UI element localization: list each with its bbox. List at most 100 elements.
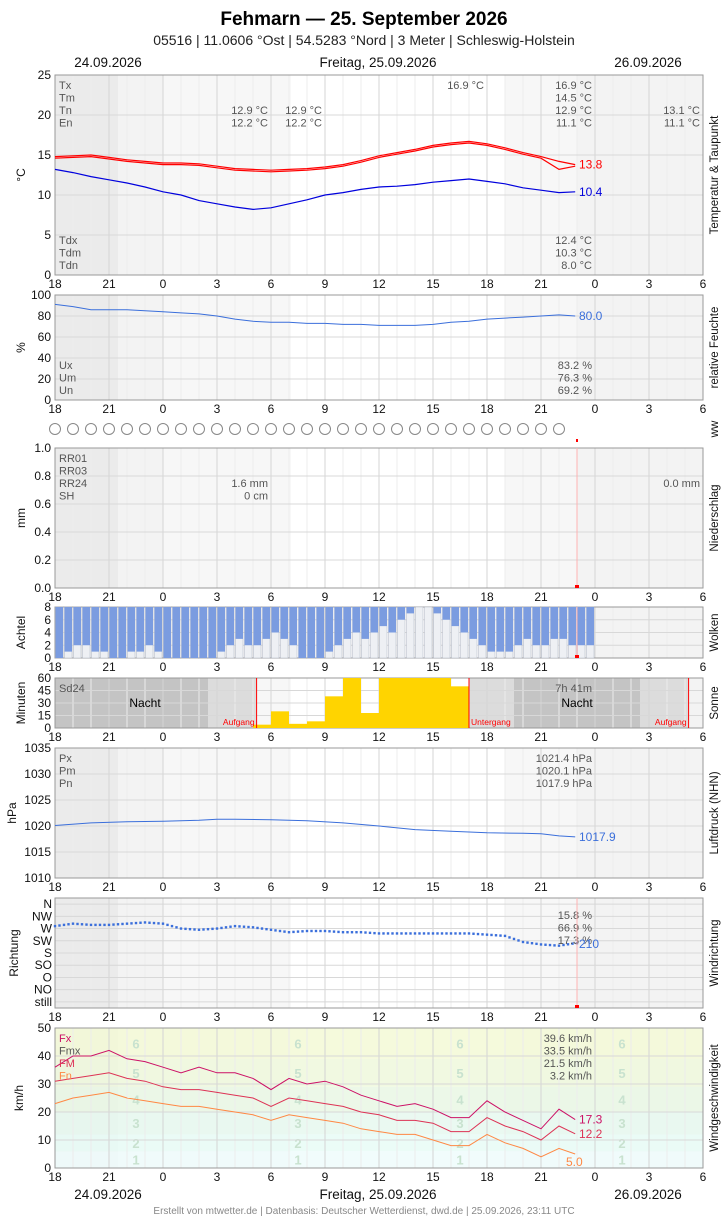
next-day-value: 13.1 °C: [663, 105, 700, 117]
wind-direction-point: [260, 927, 264, 930]
cloud-bar: [55, 607, 63, 658]
cloud-bar: [163, 607, 171, 658]
stat-max-value: 16.9 °C: [447, 80, 484, 92]
x-tick-label: 12: [372, 730, 386, 744]
cloud-bar: [379, 607, 387, 627]
x-tick-label: 3: [214, 402, 221, 416]
weather-code-circle: [517, 423, 529, 435]
x-tick-label: 9: [322, 1010, 329, 1024]
weather-code-circle: [553, 423, 565, 435]
wind-direction-point: [377, 932, 381, 935]
y-tick-label: 0.4: [34, 525, 51, 539]
y-axis-label: mm: [14, 508, 28, 528]
night-shading: [163, 448, 291, 588]
stat-value: 15.8 %: [558, 910, 592, 922]
night-shading: [163, 748, 291, 878]
x-tick-label: 0: [160, 880, 167, 894]
date-center: Freitag, 25.09.2026: [319, 55, 436, 70]
wind-direction-point: [76, 922, 79, 926]
sunshine-bar: [343, 678, 361, 728]
cloud-bar: [370, 607, 378, 633]
wind-direction-point: [220, 926, 223, 930]
cloud-bar: [442, 607, 450, 620]
wind-direction-point: [94, 923, 97, 927]
x-tick-label: 0: [160, 1010, 167, 1024]
x-tick-label: 0: [160, 402, 167, 416]
stat-value: 69.2 %: [558, 385, 592, 397]
wind-direction-point: [535, 942, 538, 946]
x-tick-label: 18: [480, 402, 494, 416]
cloud-bar: [586, 607, 594, 646]
cloud-bar: [145, 607, 153, 646]
wind-direction-point: [562, 943, 565, 947]
wind-direction-point: [350, 931, 354, 934]
wind-direction-point: [296, 930, 300, 933]
stat-value: 76.3 %: [558, 373, 592, 385]
cloud-bar: [235, 607, 243, 639]
y-tick-label: 40: [38, 1049, 52, 1063]
date-right: 26.09.2026: [614, 55, 682, 70]
y-tick-label: 0: [44, 393, 51, 407]
wind-direction-point: [157, 922, 160, 925]
sunshine-total: 7h 41m: [555, 683, 592, 695]
wind-direction-point: [323, 929, 327, 933]
x-tick-label: 0: [592, 880, 599, 894]
x-tick-label: 15: [426, 1170, 440, 1184]
x-tick-label: 21: [102, 1010, 116, 1024]
beaufort-label: 4: [456, 1092, 464, 1107]
beaufort-label: 5: [618, 1066, 625, 1081]
cloud-bar: [334, 607, 342, 646]
cloud-bar: [298, 607, 306, 658]
stat-label: Tx: [59, 80, 72, 92]
panel-pressure: 1010 1015 1020 1025 1030 1035 18 21 0 3 6 9 12 15 18 21…: [5, 741, 721, 894]
weather-code-circle: [391, 423, 403, 435]
x-tick-label: 6: [700, 1170, 707, 1184]
y-tick-label: 1025: [24, 793, 51, 807]
beaufort-label: 1: [618, 1153, 625, 1168]
cloud-bar: [577, 607, 585, 646]
wind-direction-point: [269, 928, 273, 931]
x-tick-label: 21: [534, 1010, 548, 1024]
wind-direction-point: [422, 932, 426, 935]
x-tick-label: 9: [322, 660, 329, 674]
cloud-bar: [559, 607, 567, 639]
x-tick-label: 21: [102, 277, 116, 291]
x-tick-label: 12: [372, 402, 386, 416]
wind-direction-point: [148, 921, 151, 924]
x-tick-label: 6: [268, 660, 275, 674]
y-tick-label: 45: [38, 684, 52, 698]
wind-direction-point: [256, 926, 259, 930]
x-tick-label: 0: [592, 1010, 599, 1024]
y-tick-label: 2: [44, 638, 51, 652]
y-category-label: W: [41, 922, 53, 936]
cloud-bar: [82, 607, 90, 646]
cloud-bar: [541, 607, 549, 646]
x-tick-label: 3: [646, 1010, 653, 1024]
wind-direction-point: [440, 932, 444, 935]
beaufort-label: 5: [294, 1066, 301, 1081]
current-time-marker: [576, 439, 578, 442]
wind-direction-point: [85, 923, 88, 926]
cloud-bar: [505, 607, 513, 652]
wind-direction-point: [355, 931, 358, 934]
y-tick-label: 4: [44, 626, 51, 640]
weather-code-circle: [499, 423, 511, 435]
wind-direction-point: [319, 929, 322, 933]
night-shading: [577, 448, 703, 588]
wind-direction-point: [400, 932, 403, 935]
x-tick-label: 3: [214, 590, 221, 604]
x-tick-label: 6: [700, 660, 707, 674]
weather-code-circle: [247, 423, 259, 435]
y-tick-label: 0: [44, 1161, 51, 1175]
x-tick-label: 21: [102, 590, 116, 604]
y-tick-label: 15: [38, 709, 52, 723]
x-tick-label: 6: [700, 1010, 707, 1024]
x-tick-label: 6: [700, 880, 707, 894]
wind-direction-point: [202, 928, 205, 931]
cloud-bar: [397, 607, 405, 620]
wind-direction-point: [242, 925, 246, 928]
night-shading: [118, 295, 163, 400]
sunshine-bar: [451, 686, 469, 728]
